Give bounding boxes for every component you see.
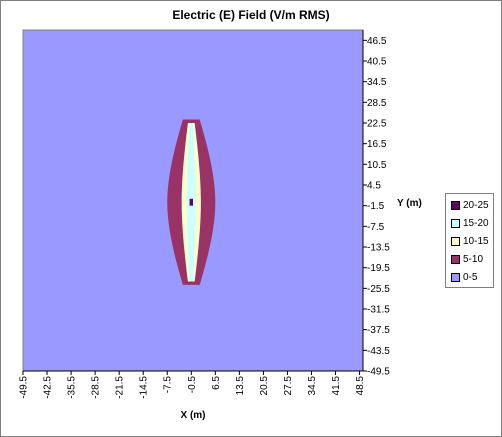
y-tick-label: -37.5 (367, 325, 390, 336)
legend-item: 5-10 (451, 252, 483, 266)
legend-label: 5-10 (463, 253, 484, 265)
x-tick-label: -35.5 (67, 376, 78, 399)
x-tick-label: -7.5 (163, 376, 174, 394)
y-tick-label: -19.5 (367, 263, 390, 274)
x-tick-label: 6.5 (211, 376, 222, 390)
legend-label: 0-5 (463, 271, 478, 283)
legend-label: 10-15 (463, 235, 489, 247)
x-tick-label: -28.5 (91, 376, 102, 399)
x-tick-label: 27.5 (283, 376, 294, 396)
legend-label: 15-20 (463, 217, 489, 229)
y-tick-label: -1.5 (367, 201, 385, 212)
contour-region (189, 198, 193, 206)
y-tick-label: 34.5 (367, 77, 387, 88)
x-tick-label: 48.5 (355, 376, 366, 396)
legend-item: 20-25 (451, 198, 489, 212)
x-tick-label: 13.5 (235, 376, 246, 396)
y-tick-label: -7.5 (367, 222, 385, 233)
y-tick-label: 22.5 (367, 119, 387, 130)
legend-swatch (451, 272, 460, 282)
x-tick-label: -21.5 (115, 376, 126, 399)
y-tick-label: -49.5 (367, 367, 390, 378)
x-tick-label: 41.5 (331, 376, 342, 396)
x-tick-label: -42.5 (43, 376, 54, 399)
legend-label: 20-25 (463, 199, 489, 211)
y-axis-title: Y (m) (397, 198, 422, 209)
y-tick-label: -43.5 (367, 346, 390, 357)
x-tick-label: 20.5 (259, 376, 270, 396)
legend-swatch (451, 218, 460, 228)
x-tick-label: -14.5 (139, 376, 150, 399)
y-tick-label: 10.5 (367, 160, 387, 171)
chart-title: Electric (E) Field (V/m RMS) (172, 8, 330, 22)
legend-item: 0-5 (451, 270, 477, 284)
legend: 20-25 15-20 10-15 5-10 0-5 (445, 193, 494, 288)
y-tick-label: -25.5 (367, 284, 390, 295)
x-tick-label: 34.5 (307, 376, 318, 396)
legend-swatch (451, 200, 460, 210)
x-tick-label: -0.5 (187, 376, 198, 394)
legend-swatch (451, 254, 460, 264)
y-tick-label: 4.5 (367, 181, 381, 192)
y-tick-label: -13.5 (367, 243, 390, 254)
y-tick-label: 40.5 (367, 57, 387, 68)
y-tick-label: 28.5 (367, 98, 387, 109)
y-tick-label: -31.5 (367, 305, 390, 316)
x-axis-title: X (m) (181, 410, 206, 421)
x-tick-label: -49.5 (19, 376, 30, 399)
legend-item: 10-15 (451, 234, 489, 248)
y-tick-label: 16.5 (367, 139, 387, 150)
y-tick-label: 46.5 (367, 36, 387, 47)
legend-item: 15-20 (451, 216, 489, 230)
legend-swatch (451, 236, 460, 246)
